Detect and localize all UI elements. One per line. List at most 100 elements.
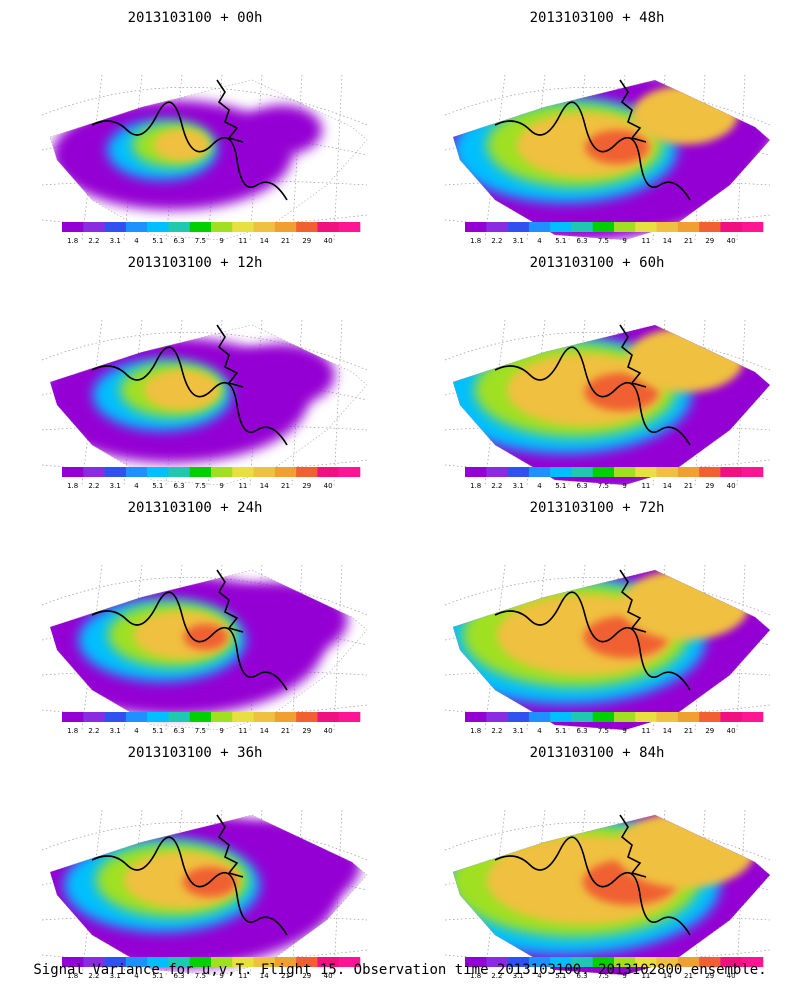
coastline-islands bbox=[216, 569, 244, 633]
colorbar-label: 3.1 bbox=[110, 972, 121, 980]
colorbar-swatch bbox=[465, 222, 487, 232]
coastline-islands bbox=[216, 324, 244, 388]
colorbar-swatch bbox=[677, 957, 700, 967]
colorbar-label: 7.5 bbox=[598, 972, 609, 980]
colorbar-swatch bbox=[147, 222, 169, 232]
colorbar-label: 1.8 bbox=[470, 237, 481, 245]
panel-title: 2013103100 + 84h bbox=[530, 745, 665, 761]
map-panel: 2013103100 + 12h 1.8 2.2 3.1 4 5.1 6.3 7.5 9 11 14… bbox=[41, 255, 368, 490]
map-border bbox=[49, 814, 368, 976]
map-border bbox=[452, 79, 771, 241]
colorbar-label: 29 bbox=[302, 727, 311, 735]
colorbar-swatch bbox=[189, 957, 212, 967]
colorbar-label: 21 bbox=[684, 727, 693, 735]
coastline-islands bbox=[216, 814, 244, 878]
colorbar-label: 3.1 bbox=[110, 237, 121, 245]
colorbar-label: 2.2 bbox=[88, 727, 99, 735]
colorbar-swatch bbox=[528, 957, 551, 967]
figure-caption: Signal Variance for u,v,T. Flight 15. Ob… bbox=[33, 962, 767, 978]
map-panel: 2013103100 + 72h 1.8 2.2 3.1 4 5.1 6.3 7.5 9 11 14… bbox=[444, 500, 771, 735]
colorbar-label: 14 bbox=[663, 237, 672, 245]
colorbar-swatch bbox=[232, 222, 254, 232]
colorbar-label: 7.5 bbox=[598, 727, 609, 735]
colorbar-label: 29 bbox=[705, 482, 714, 490]
colorbar-swatch bbox=[147, 712, 169, 722]
colorbar-label: 5.1 bbox=[152, 972, 163, 980]
colorbar-label: 5.1 bbox=[555, 972, 566, 980]
colorbar-label: 21 bbox=[684, 482, 693, 490]
colorbar-swatch bbox=[232, 957, 254, 967]
colorbar-swatch bbox=[253, 467, 276, 477]
colorbar-swatch bbox=[550, 712, 572, 722]
panel-title: 2013103100 + 60h bbox=[530, 255, 665, 271]
colorbar-swatch bbox=[168, 222, 191, 232]
coastline-islands bbox=[216, 79, 244, 143]
colorbar-swatch bbox=[211, 957, 233, 967]
colorbar-swatch bbox=[317, 222, 340, 232]
colorbar-swatch bbox=[677, 712, 700, 722]
colorbar-label: 5.1 bbox=[555, 482, 566, 490]
colorbar-label: 1.8 bbox=[470, 482, 481, 490]
colorbar-label: 7.5 bbox=[598, 237, 609, 245]
colorbar-swatch bbox=[317, 467, 340, 477]
colorbar-label: 11 bbox=[641, 237, 650, 245]
map-border bbox=[452, 569, 771, 731]
colorbar-label: 1.8 bbox=[67, 972, 78, 980]
colorbar-label: 3.1 bbox=[513, 972, 524, 980]
colorbar: 1.8 2.2 3.1 4 5.1 6.3 7.5 9 11 14 21 29 40 bbox=[62, 957, 361, 980]
map-border bbox=[49, 79, 368, 241]
colorbar-swatch bbox=[296, 467, 318, 477]
colorbar-label: 29 bbox=[302, 237, 311, 245]
colorbar-label: 6.3 bbox=[174, 727, 185, 735]
colorbar-label: 9 bbox=[219, 237, 223, 245]
colorbar-swatch bbox=[253, 712, 276, 722]
colorbar-label: 2.2 bbox=[88, 482, 99, 490]
colorbar-label: 4 bbox=[134, 237, 139, 245]
map-border bbox=[49, 324, 368, 486]
colorbar-swatch bbox=[274, 957, 297, 967]
colorbar-swatch bbox=[614, 712, 636, 722]
colorbar-swatch bbox=[189, 467, 212, 477]
colorbar-label: 6.3 bbox=[174, 972, 185, 980]
colorbar-label: 40 bbox=[727, 482, 736, 490]
map-border bbox=[49, 569, 368, 731]
colorbar-swatch bbox=[168, 467, 191, 477]
coastline-islands bbox=[619, 814, 647, 878]
colorbar-label: 7.5 bbox=[195, 972, 206, 980]
colorbar-swatch bbox=[635, 222, 657, 232]
colorbar-label: 40 bbox=[727, 727, 736, 735]
colorbar-swatch bbox=[62, 467, 84, 477]
colorbar-swatch bbox=[486, 712, 508, 722]
colorbar-swatch bbox=[592, 467, 615, 477]
map-panel: 2013103100 + 36h 1.8 2.2 3.1 4 5.1 6.3 7.5 9 11 14… bbox=[41, 745, 368, 980]
coastline bbox=[494, 346, 691, 446]
colorbar-swatch bbox=[486, 222, 508, 232]
colorbar-label: 2.2 bbox=[88, 237, 99, 245]
coastline-islands bbox=[619, 324, 647, 388]
colorbar-swatch bbox=[253, 957, 276, 967]
colorbar-label: 2.2 bbox=[491, 972, 502, 980]
colorbar-swatch bbox=[338, 467, 361, 477]
colorbar-label: 4 bbox=[537, 972, 542, 980]
colorbar-label: 1.8 bbox=[67, 237, 78, 245]
colorbar-swatch bbox=[62, 957, 84, 967]
variance-field bbox=[50, 337, 335, 463]
panel-title: 2013103100 + 12h bbox=[128, 255, 263, 271]
colorbar-swatch bbox=[274, 712, 297, 722]
colorbar-label: 1.8 bbox=[470, 972, 481, 980]
colorbar-label: 14 bbox=[663, 482, 672, 490]
colorbar-label: 7.5 bbox=[195, 727, 206, 735]
colorbar-label: 29 bbox=[705, 972, 714, 980]
map-panel: 2013103100 + 00h 1.8 2.2 3.1 4 5.1 6.3 7.5 9 11 14… bbox=[41, 10, 368, 245]
colorbar-label: 11 bbox=[238, 237, 247, 245]
colorbar-label: 9 bbox=[219, 482, 223, 490]
colorbar-swatch bbox=[147, 467, 169, 477]
colorbar-label: 4 bbox=[537, 237, 542, 245]
colorbar-label: 29 bbox=[302, 482, 311, 490]
colorbar-label: 14 bbox=[663, 972, 672, 980]
colorbar-swatch bbox=[720, 957, 743, 967]
colorbar-swatch bbox=[699, 222, 721, 232]
colorbar-swatch bbox=[614, 222, 636, 232]
colorbar-label: 40 bbox=[324, 727, 333, 735]
